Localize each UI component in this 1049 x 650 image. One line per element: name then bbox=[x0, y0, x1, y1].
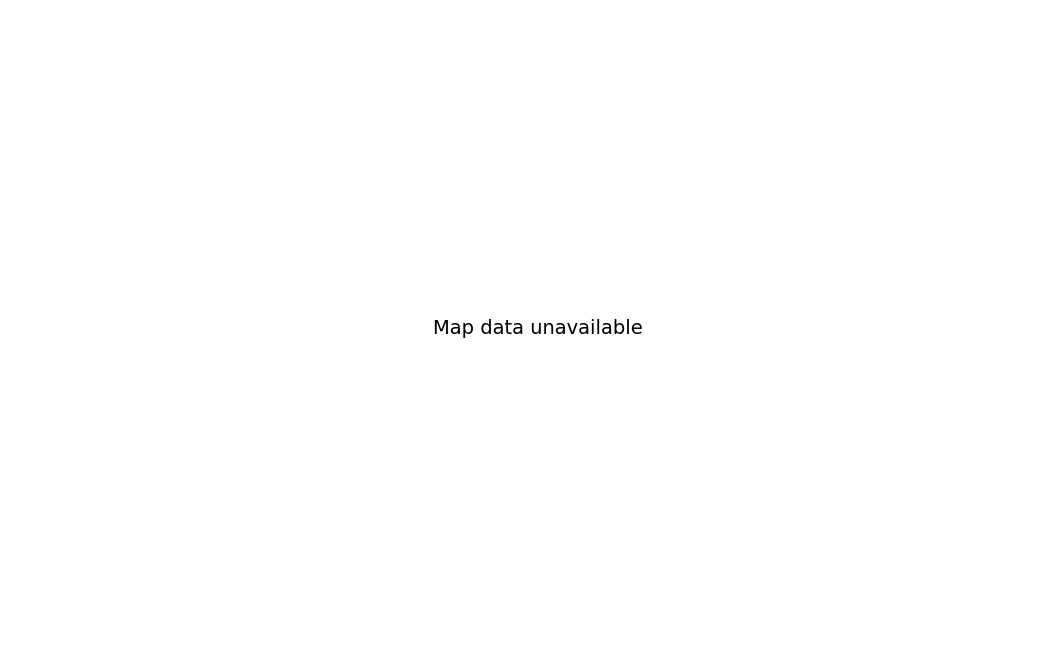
Text: Map data unavailable: Map data unavailable bbox=[433, 318, 642, 338]
